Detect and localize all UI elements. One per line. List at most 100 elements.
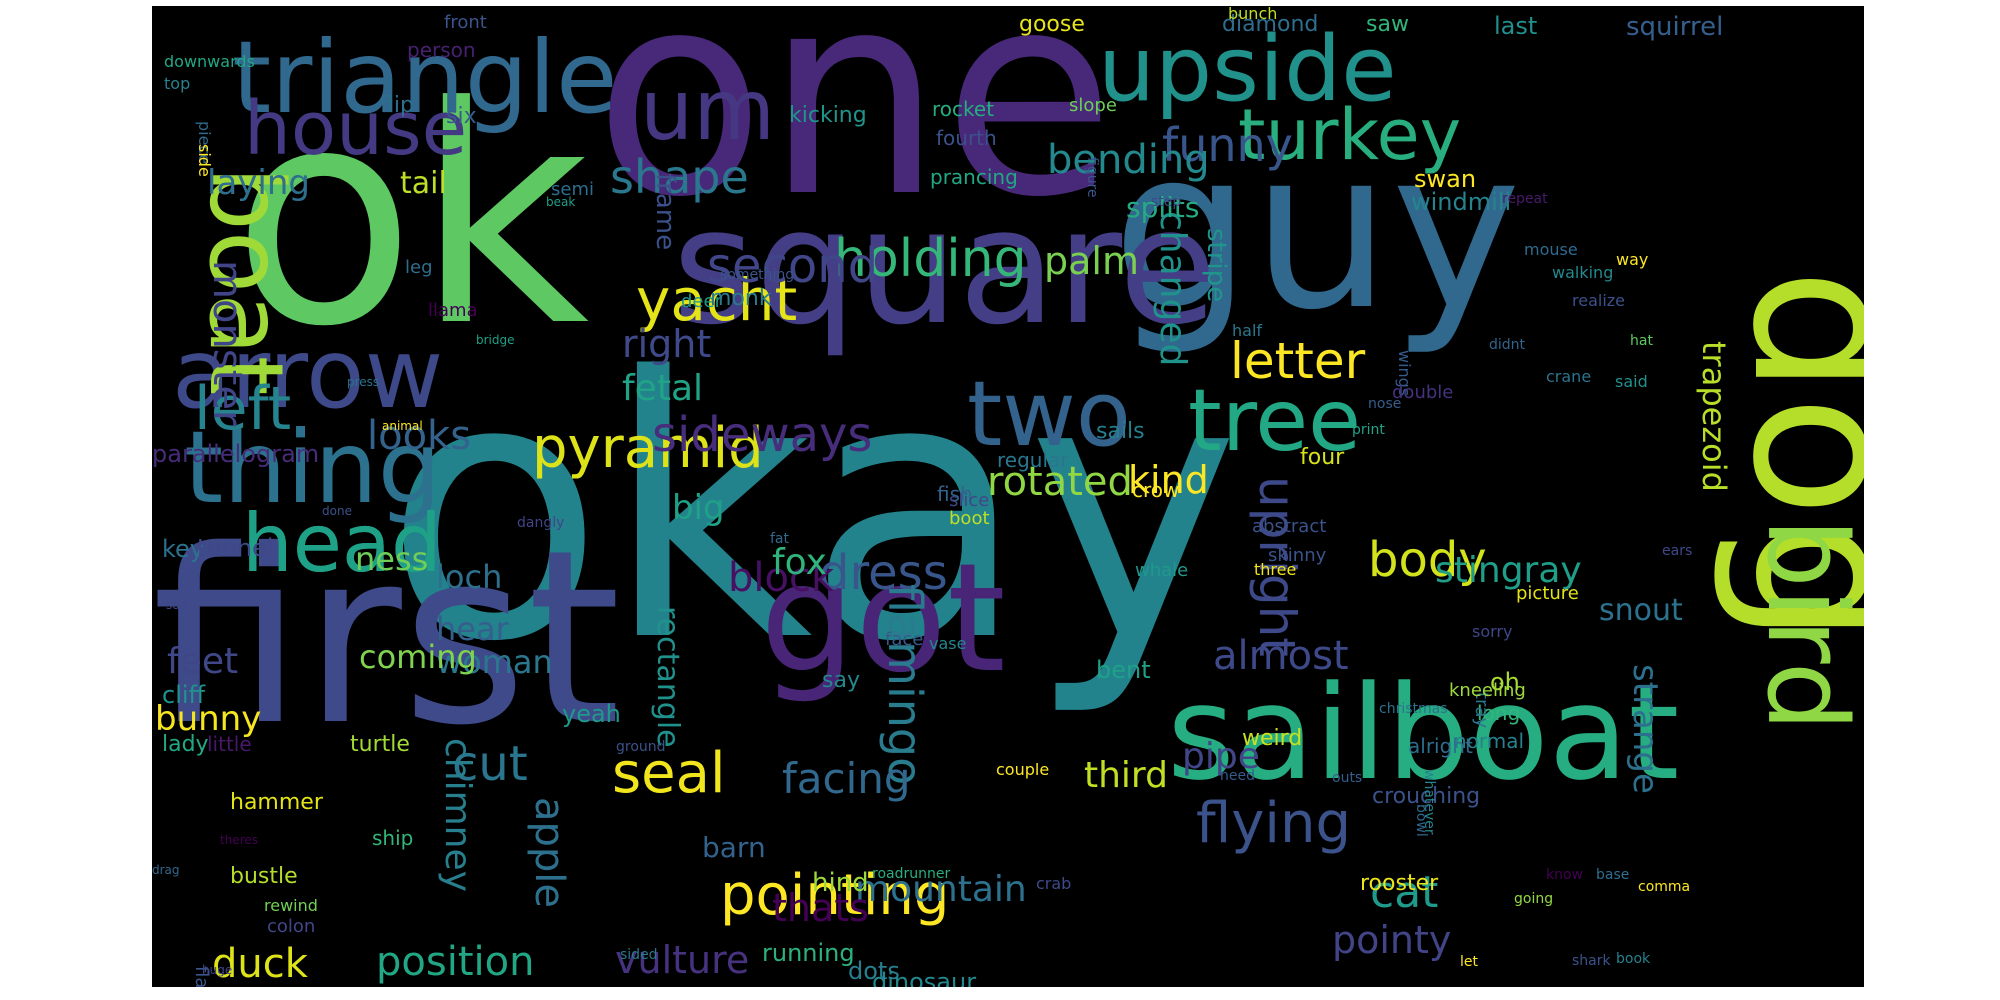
cloud-word: kind [1128, 458, 1209, 502]
cloud-word: comma [1638, 879, 1691, 895]
cloud-word: sided [620, 947, 658, 963]
cloud-word: woman [436, 643, 553, 681]
cloud-word: slice [949, 490, 990, 511]
cloud-word: colon [267, 916, 316, 937]
cloud-word: squirrel [1626, 12, 1724, 42]
cloud-word: guy [1112, 102, 1522, 358]
cloud-word: face [885, 629, 924, 650]
cloud-word: body [1368, 532, 1487, 588]
cloud-word: done [322, 504, 352, 518]
cloud-word: whale [1135, 560, 1189, 581]
cloud-word: skinny [1268, 545, 1327, 566]
cloud-word: bustle [230, 864, 298, 889]
cloud-word: weird [1242, 726, 1303, 751]
cloud-word: looks [367, 413, 472, 459]
cloud-word: crow [1132, 478, 1180, 502]
cloud-word: cliff [162, 681, 206, 709]
cloud-word: monster [204, 260, 250, 427]
cloud-word: oh [1490, 668, 1520, 696]
cloud-word: dinosaur [872, 968, 977, 987]
cloud-word: pipe [1182, 736, 1260, 777]
cloud-word: bunch [1228, 6, 1278, 23]
cloud-word: fourth [936, 126, 997, 150]
cloud-word: roadrunner [872, 866, 951, 882]
cloud-word: step [1151, 194, 1182, 210]
cloud-word: loch [436, 558, 503, 596]
cloud-word: deer [681, 291, 722, 312]
cloud-word: bunny [155, 699, 262, 739]
cloud-word: fetal [622, 368, 703, 409]
cloud-word: position [376, 939, 535, 985]
cloud-word: apple [526, 797, 572, 909]
cloud-word: mouse [1524, 240, 1578, 259]
cloud-word: shark [1572, 953, 1611, 969]
cloud-word: pointing [720, 863, 950, 928]
cloud-word: hear [436, 610, 509, 648]
cloud-word: lady [162, 732, 209, 757]
cloud-word: strange [1625, 664, 1665, 794]
cloud-word: couple [996, 760, 1050, 779]
cloud-word: funny [1162, 118, 1293, 172]
cloud-word: dots [848, 957, 900, 985]
cloud-word: side [195, 144, 214, 177]
cloud-word: right [622, 322, 712, 366]
cloud-word: first [152, 498, 621, 778]
cloud-word: way [1616, 250, 1649, 269]
cloud-word: abstract [1252, 516, 1327, 537]
cloud-word: um [640, 61, 776, 159]
cloud-word: got [760, 532, 1006, 706]
cloud-word: chimney [437, 738, 478, 892]
cloud-word: sort [166, 598, 190, 612]
cloud-word: figure [1084, 157, 1100, 198]
cloud-word: turtle [350, 732, 410, 757]
cloud-word: third [1084, 755, 1168, 796]
cloud-word: ness [355, 540, 429, 578]
cloud-word: vase [929, 634, 967, 653]
word-cloud: okay ok one first guy dog square sailboat got tri… [152, 6, 1864, 987]
cloud-word: fish [937, 482, 973, 506]
cloud-word: feet [167, 641, 239, 682]
cloud-word: duck [212, 941, 308, 987]
cloud-word: yeah [562, 700, 621, 728]
cloud-word: rectangle [650, 606, 685, 748]
cloud-word: left [194, 374, 292, 444]
cloud-word: hat [1630, 333, 1653, 349]
cloud-word: palm [1044, 239, 1139, 283]
cloud-word: ground [616, 739, 666, 755]
cloud-word: last [1494, 12, 1538, 40]
cloud-word: crouching [1372, 784, 1481, 809]
cloud-word: long [1477, 701, 1521, 725]
cloud-word: semi [551, 179, 594, 200]
cloud-word: fat [770, 531, 789, 547]
cloud-word: diamond [1222, 12, 1319, 37]
cloud-word: running [762, 939, 855, 967]
cloud-word: hind [812, 868, 869, 898]
cloud-word: huge [202, 963, 233, 977]
cloud-word: four [1300, 445, 1345, 470]
cloud-word: drag [152, 863, 180, 877]
cloud-word: sideways [652, 407, 873, 463]
cloud-word: snout [1599, 593, 1683, 628]
cloud-word: ship [372, 826, 414, 850]
cloud-word: beak [546, 195, 576, 209]
cloud-word: base [1596, 867, 1630, 883]
cloud-word: going [1514, 891, 1554, 907]
cloud-word: outs [1332, 770, 1363, 786]
cloud-word: swan [1414, 165, 1477, 193]
cloud-word: said [1615, 372, 1648, 391]
cloud-word: holding [834, 229, 1027, 289]
cloud-word: stingray [1435, 550, 1582, 591]
cloud-word: stripe [1201, 228, 1231, 303]
cloud-word: splits [1126, 191, 1200, 224]
cloud-word: tunnel [197, 534, 274, 562]
cloud-word: theres [220, 833, 258, 847]
cloud-word: one [594, 6, 1116, 259]
cloud-word: let [1460, 954, 1478, 970]
cloud-word: front [444, 12, 487, 33]
cloud-word: hammer [230, 790, 323, 815]
cloud-word: print [1352, 422, 1385, 438]
cloud-word: rotated [987, 459, 1133, 505]
cloud-word: kicking [789, 103, 867, 128]
cloud-word: crab [1036, 874, 1072, 893]
cloud-word: pointy [1332, 918, 1452, 962]
